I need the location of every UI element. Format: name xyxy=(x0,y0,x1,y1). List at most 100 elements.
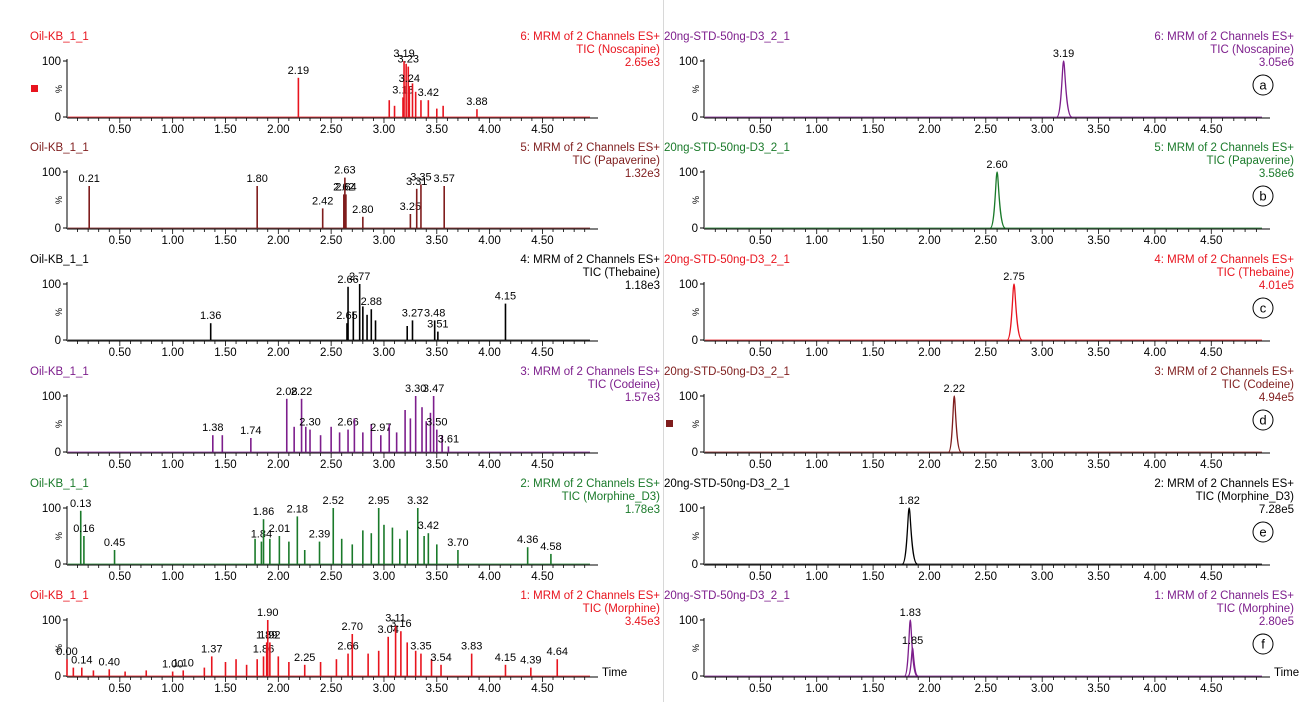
chromatogram-panel-right-5: 20ng-STD-50ng-D3_2_1 2: MRM of 2 Channels… xyxy=(664,478,1294,583)
x-tick-label: 3.00 xyxy=(1031,571,1053,583)
x-tick-label: 0.50 xyxy=(749,683,771,695)
x-tick-label: 1.50 xyxy=(862,347,884,359)
x-tick-label: 3.50 xyxy=(426,235,448,247)
panel-compound-title: TIC (Morphine) xyxy=(583,603,660,615)
peak-label: 2.65 xyxy=(336,310,357,322)
y-unit-label: % xyxy=(54,532,64,540)
panel-channel-title: 2: MRM of 2 Channels ES+ xyxy=(520,478,660,490)
x-tick-label: 0.50 xyxy=(749,235,771,247)
chromatogram-panel-right-3: 20ng-STD-50ng-D3_2_1 4: MRM of 2 Channels… xyxy=(664,254,1294,359)
x-tick-label: 3.00 xyxy=(373,124,395,136)
peak-label: 1.89 xyxy=(256,629,277,641)
chromatogram-panel-left-6: Oil-KB_1_1 1: MRM of 2 Channels ES+TIC (M… xyxy=(30,590,660,695)
y-unit-label: % xyxy=(691,644,701,652)
peak-label: 3.19 xyxy=(1053,48,1074,60)
x-tick-label: 4.00 xyxy=(1144,683,1166,695)
x-tick-label: 3.50 xyxy=(426,459,448,471)
peak-label: 2.62 xyxy=(333,181,354,193)
x-tick-label: 0.50 xyxy=(109,571,131,583)
chromatogram-peak xyxy=(947,395,962,453)
x-tick-label: 3.00 xyxy=(1031,459,1053,471)
x-tick-label: 4.50 xyxy=(531,683,553,695)
y-unit-label: % xyxy=(54,644,64,652)
x-tick-label: 4.00 xyxy=(1144,124,1166,136)
x-tick-label: 0.50 xyxy=(109,459,131,471)
x-tick-label: 4.00 xyxy=(478,235,500,247)
x-tick-label: 4.50 xyxy=(531,459,553,471)
x-tick-label: 3.50 xyxy=(426,124,448,136)
x-tick-label: 3.50 xyxy=(426,347,448,359)
x-tick-label: 1.00 xyxy=(806,347,828,359)
peak-label: 3.16 xyxy=(390,618,411,630)
panel-sample-name: Oil-KB_1_1 xyxy=(30,31,89,43)
y-tick-label: 100 xyxy=(679,167,698,179)
x-tick-label: 3.50 xyxy=(426,571,448,583)
x-tick-label: 4.00 xyxy=(478,683,500,695)
x-tick-label: 3.50 xyxy=(1087,347,1109,359)
y-tick-label: 0 xyxy=(55,112,61,124)
x-tick-label: 2.50 xyxy=(975,459,997,471)
panel-letter-circle xyxy=(1252,633,1274,655)
y-tick-label: 100 xyxy=(42,503,61,515)
peak-label: 2.66 xyxy=(337,417,358,429)
peak-label: 3.25 xyxy=(400,201,421,213)
peak-label: 1.36 xyxy=(200,310,221,322)
x-tick-label: 4.00 xyxy=(1144,571,1166,583)
peak-label: 1.37 xyxy=(201,643,222,655)
x-tick-label: 0.50 xyxy=(749,347,771,359)
panel-letter: c xyxy=(1260,301,1267,316)
panel-letter-circle xyxy=(1252,74,1274,96)
panel-intensity: 2.65e3 xyxy=(625,57,660,69)
panel-letter-circle xyxy=(1252,409,1274,431)
chromatogram-panel-left-5: Oil-KB_1_1 2: MRM of 2 Channels ES+TIC (M… xyxy=(30,478,660,583)
x-tick-label: 2.50 xyxy=(975,235,997,247)
peak-label: 1.00 xyxy=(162,659,183,671)
x-tick-label: 1.00 xyxy=(161,235,183,247)
peak-label: 1.86 xyxy=(253,506,274,518)
x-tick-label: 1.00 xyxy=(806,571,828,583)
x-tick-label: 4.00 xyxy=(478,459,500,471)
x-tick-label: 4.00 xyxy=(478,571,500,583)
panel-intensity: 3.05e6 xyxy=(1259,57,1294,69)
y-tick-label: 0 xyxy=(692,223,698,235)
panel-compound-title: TIC (Codeine) xyxy=(588,379,660,391)
peak-label: 4.64 xyxy=(547,646,568,658)
y-unit-label: % xyxy=(54,420,64,428)
peak-label: 0.00 xyxy=(56,646,77,658)
y-unit-label: % xyxy=(691,420,701,428)
x-tick-label: 4.50 xyxy=(1200,571,1222,583)
peak-label: 2.19 xyxy=(288,65,309,77)
x-tick-label: 1.00 xyxy=(806,235,828,247)
x-tick-label: 2.00 xyxy=(918,347,940,359)
peak-label: 2.75 xyxy=(1003,271,1024,283)
x-tick-label: 0.50 xyxy=(109,235,131,247)
y-tick-label: 0 xyxy=(692,671,698,683)
panel-letter-circle xyxy=(1252,297,1274,319)
selection-marker xyxy=(31,85,38,92)
x-tick-label: 2.50 xyxy=(320,459,342,471)
y-tick-label: 0 xyxy=(55,447,61,459)
x-tick-label: 4.50 xyxy=(531,347,553,359)
x-tick-label: 1.00 xyxy=(806,124,828,136)
peak-label: 3.88 xyxy=(466,96,487,108)
peak-label: 4.15 xyxy=(495,291,516,303)
panel-compound-title: TIC (Codeine) xyxy=(1222,379,1294,391)
chromatogram-panel-right-6: 20ng-STD-50ng-D3_2_1 1: MRM of 2 Channels… xyxy=(664,590,1299,695)
peak-label: 4.39 xyxy=(520,655,541,667)
y-tick-label: 0 xyxy=(55,559,61,571)
peak-label: 3.35 xyxy=(410,641,431,653)
panel-intensity: 3.45e3 xyxy=(625,616,660,628)
x-tick-label: 2.50 xyxy=(975,683,997,695)
panel-compound-title: TIC (Noscapine) xyxy=(1210,44,1294,56)
x-tick-label: 2.00 xyxy=(918,124,940,136)
peak-label: 2.42 xyxy=(312,195,333,207)
peak-label: 1.83 xyxy=(900,607,921,619)
y-unit-label: % xyxy=(691,308,701,316)
panel-compound-title: TIC (Morphine_D3) xyxy=(562,491,661,503)
x-tick-label: 1.50 xyxy=(862,571,884,583)
panel-compound-title: TIC (Noscapine) xyxy=(576,44,660,56)
panel-channel-title: 4: MRM of 2 Channels ES+ xyxy=(1154,254,1294,266)
x-tick-label: 3.50 xyxy=(1087,235,1109,247)
peak-label: 2.66 xyxy=(337,274,358,286)
panel-sample-name: 20ng-STD-50ng-D3_2_1 xyxy=(664,366,790,378)
